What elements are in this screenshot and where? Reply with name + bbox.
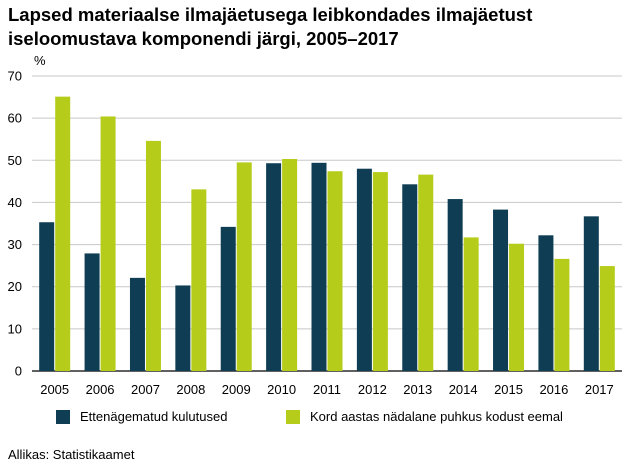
- x-tick-label: 2011: [313, 382, 341, 397]
- bar-series-1-2012: [356, 168, 372, 371]
- bar-series-2-2009: [236, 162, 252, 371]
- bar-series-1-2005: [39, 222, 55, 371]
- x-tick-label: 2015: [494, 382, 523, 397]
- x-tick-label: 2009: [222, 382, 251, 397]
- bar-series-2-2017: [599, 266, 615, 371]
- bar-series-1-2013: [402, 184, 418, 371]
- legend-item-series-2: Kord aastas nädalane puhkus kodust eemal: [286, 409, 563, 424]
- y-tick-label: 40: [8, 195, 22, 210]
- bar-series-2-2006: [100, 116, 116, 371]
- bar-series-2-2016: [554, 258, 570, 371]
- bar-series-1-2007: [129, 277, 145, 371]
- y-tick-label: 30: [8, 237, 22, 252]
- bar-series-2-2005: [55, 96, 71, 372]
- bar-series-2-2011: [327, 171, 343, 371]
- bar-series-1-2014: [447, 199, 463, 371]
- bar-series-2-2010: [282, 159, 298, 371]
- bar-series-2-2014: [463, 237, 479, 371]
- source-note: Allikas: Statistikaamet: [8, 447, 135, 462]
- bar-chart: 0 10 20 30 40 50 60 70 2005 2006 2007 2008 2009 2010…: [8, 69, 622, 397]
- bar-series-2-2007: [145, 140, 161, 371]
- bar-series-1-2015: [493, 209, 509, 371]
- bar-series-1-2010: [266, 163, 282, 371]
- y-tick-label: 50: [8, 153, 22, 168]
- bar-series-1-2017: [583, 216, 599, 371]
- bar-series-1-2011: [311, 162, 327, 371]
- x-tick-label: 2006: [86, 382, 115, 397]
- y-tick-label: 20: [8, 279, 22, 294]
- x-tick-label: 2007: [131, 382, 160, 397]
- x-tick-label: 2008: [176, 382, 205, 397]
- bar-series-1-2006: [84, 253, 100, 371]
- x-tick-label: 2013: [403, 382, 432, 397]
- legend-item-series-1: Ettenägematud kulutused: [56, 409, 227, 424]
- bar-series-1-2016: [538, 235, 554, 371]
- x-tick-labels: 2005 2006 2007 2008 2009 2010 2011 2012 2013 2014…: [40, 382, 614, 397]
- bar-series-2-2013: [418, 174, 434, 371]
- y-tick-labels: 0 10 20 30 40 50 60 70: [8, 69, 22, 379]
- x-tick-label: 2017: [585, 382, 614, 397]
- gridlines: [32, 75, 622, 372]
- x-tick-label: 2016: [539, 382, 568, 397]
- x-tick-label: 2014: [449, 382, 478, 397]
- bars: [39, 96, 615, 372]
- y-tick-label: 70: [8, 69, 22, 84]
- legend-label-series-1: Ettenägematud kulutused: [80, 409, 228, 424]
- y-tick-label: 0: [15, 364, 22, 379]
- bar-series-2-2012: [372, 172, 388, 371]
- chart-title: Lapsed materiaalse ilmajäetusega leibkon…: [8, 4, 533, 49]
- y-tick-label: 60: [8, 111, 22, 126]
- x-tick-label: 2012: [358, 382, 387, 397]
- legend-swatch-series-1: [56, 409, 70, 424]
- legend-swatch-series-2: [286, 409, 300, 424]
- y-axis-unit-label: %: [34, 53, 46, 68]
- legend-label-series-2: Kord aastas nädalane puhkus kodust eemal: [310, 409, 563, 424]
- bar-series-2-2008: [191, 189, 207, 371]
- bar-series-1-2009: [220, 226, 236, 371]
- bar-series-2-2015: [509, 243, 525, 371]
- bar-series-1-2008: [175, 285, 191, 371]
- x-tick-label: 2010: [267, 382, 296, 397]
- y-tick-label: 10: [8, 321, 22, 336]
- x-tick-label: 2005: [40, 382, 69, 397]
